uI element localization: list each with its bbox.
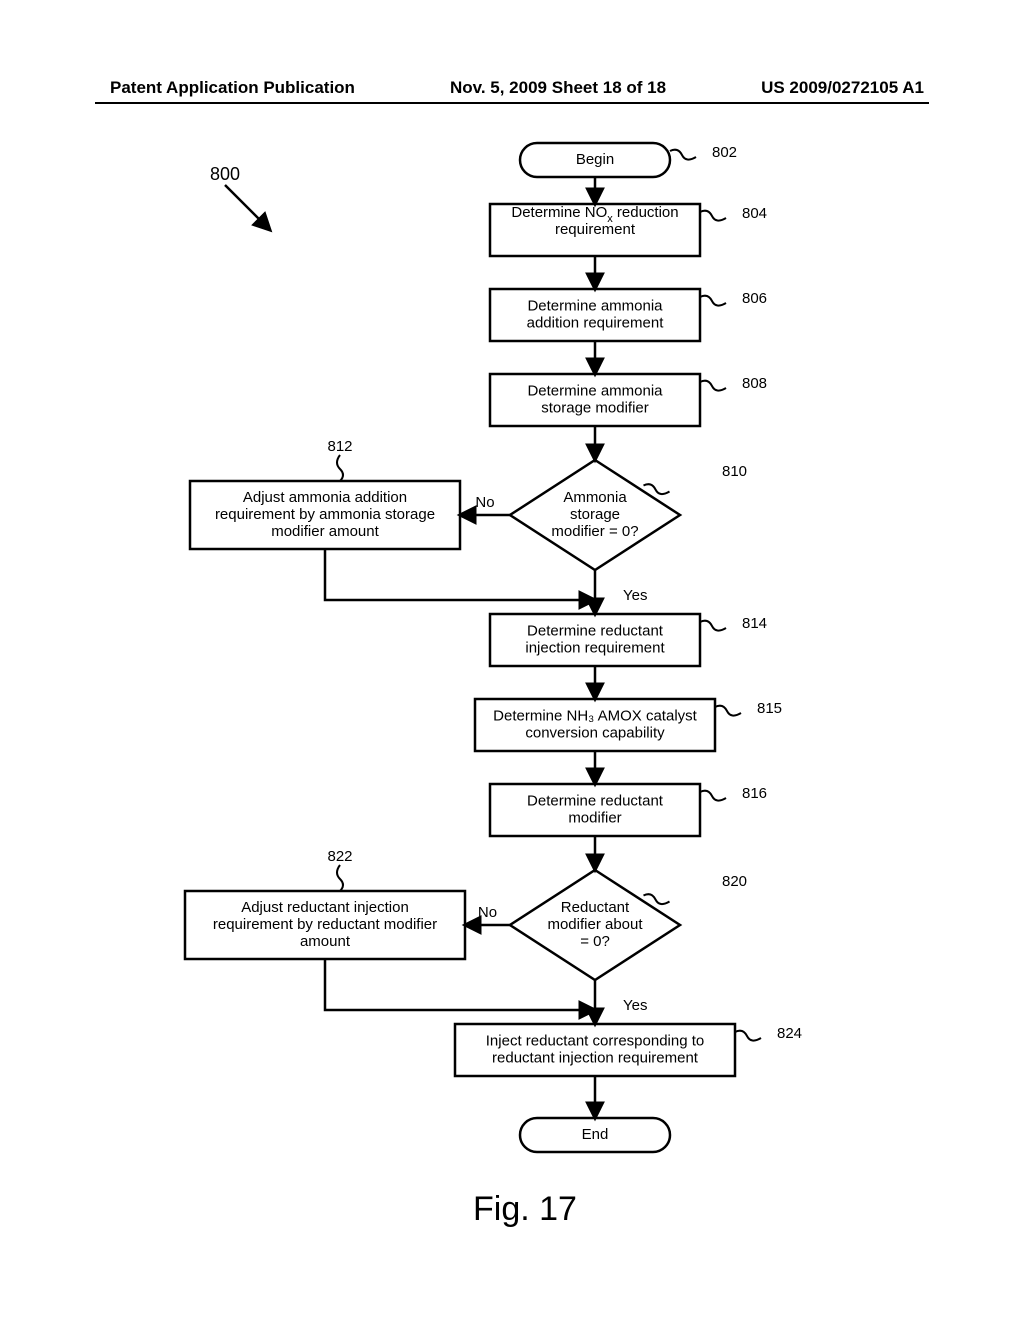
flowchart-container: 800Begin802Determine NOx reductionrequir…	[95, 130, 929, 1280]
svg-text:No: No	[475, 494, 494, 511]
svg-text:Inject reductant corresponding: Inject reductant corresponding to	[486, 1032, 704, 1049]
svg-text:800: 800	[210, 164, 240, 184]
page: Patent Application Publication Nov. 5, 2…	[0, 0, 1024, 1320]
svg-text:requirement: requirement	[555, 221, 636, 238]
svg-text:Begin: Begin	[576, 151, 614, 168]
svg-text:Adjust ammonia addition: Adjust ammonia addition	[243, 489, 407, 506]
header-left: Patent Application Publication	[110, 78, 355, 98]
svg-text:815: 815	[757, 700, 782, 717]
svg-text:808: 808	[742, 375, 767, 392]
svg-text:modifier amount: modifier amount	[271, 523, 379, 540]
svg-text:amount: amount	[300, 933, 351, 950]
svg-text:806: 806	[742, 290, 767, 307]
svg-text:modifier: modifier	[568, 809, 621, 826]
svg-text:Adjust reductant injection: Adjust reductant injection	[241, 899, 409, 916]
svg-text:Determine reductant: Determine reductant	[527, 792, 664, 809]
svg-text:804: 804	[742, 205, 767, 222]
svg-text:Determine ammonia: Determine ammonia	[527, 297, 663, 314]
header-rule	[95, 102, 929, 104]
svg-text:Determine NH₃ AMOX catalyst: Determine NH₃ AMOX catalyst	[493, 707, 697, 724]
svg-text:reductant injection requiremen: reductant injection requirement	[492, 1049, 699, 1066]
flowchart-svg: 800Begin802Determine NOx reductionrequir…	[95, 130, 929, 1280]
svg-text:Ammonia: Ammonia	[563, 489, 627, 506]
svg-text:810: 810	[722, 463, 747, 480]
svg-text:Reductant: Reductant	[561, 899, 630, 916]
svg-text:Fig. 17: Fig. 17	[473, 1190, 577, 1228]
svg-text:storage: storage	[570, 506, 620, 523]
svg-text:814: 814	[742, 615, 767, 632]
svg-text:End: End	[582, 1126, 609, 1143]
svg-text:addition requirement: addition requirement	[527, 314, 665, 331]
svg-text:822: 822	[327, 848, 352, 865]
svg-text:Determine ammonia: Determine ammonia	[527, 382, 663, 399]
svg-text:storage modifier: storage modifier	[541, 399, 649, 416]
svg-text:Yes: Yes	[623, 997, 647, 1014]
svg-text:modifier about: modifier about	[547, 916, 643, 933]
header-right: US 2009/0272105 A1	[761, 78, 924, 98]
svg-text:injection requirement: injection requirement	[525, 639, 665, 656]
svg-text:No: No	[478, 904, 497, 921]
svg-text:Determine reductant: Determine reductant	[527, 622, 664, 639]
svg-text:modifier = 0?: modifier = 0?	[551, 523, 638, 540]
page-header: Patent Application Publication Nov. 5, 2…	[110, 78, 924, 98]
svg-text:conversion capability: conversion capability	[525, 724, 665, 741]
svg-text:816: 816	[742, 785, 767, 802]
svg-text:812: 812	[327, 438, 352, 455]
svg-text:= 0?: = 0?	[580, 933, 610, 950]
svg-text:requirement by ammonia storage: requirement by ammonia storage	[215, 506, 435, 523]
svg-text:820: 820	[722, 873, 747, 890]
svg-text:802: 802	[712, 144, 737, 161]
header-center: Nov. 5, 2009 Sheet 18 of 18	[450, 78, 666, 98]
svg-text:requirement by reductant modif: requirement by reductant modifier	[213, 916, 437, 933]
svg-text:Yes: Yes	[623, 587, 647, 604]
svg-text:824: 824	[777, 1025, 802, 1042]
